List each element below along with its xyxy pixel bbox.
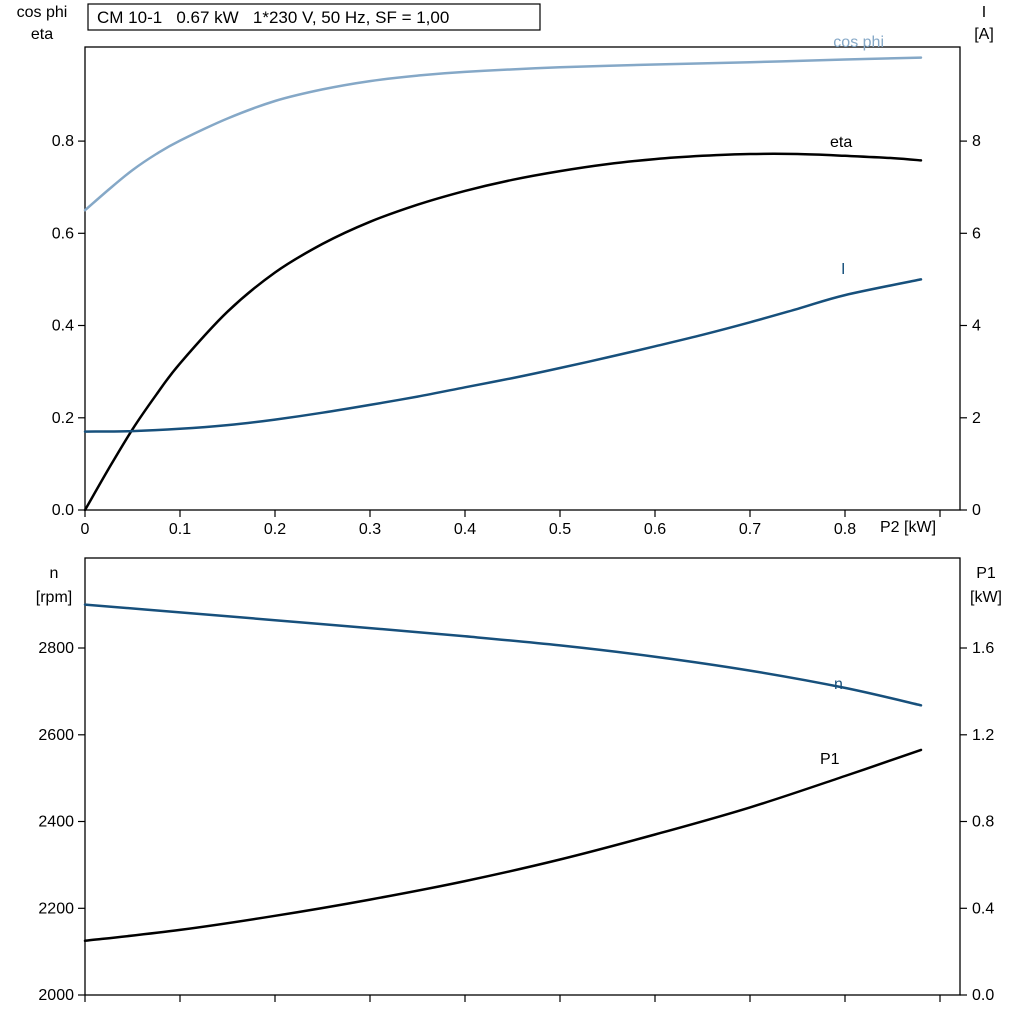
x-tick-label: 0.6: [644, 521, 666, 538]
right-tick-label: 4: [972, 318, 981, 335]
left-tick-label: 2600: [38, 727, 74, 744]
curve-label-n: n: [834, 676, 843, 693]
right-tick-label: 1.2: [972, 727, 994, 744]
right-tick-label: 0.8: [972, 814, 994, 831]
curve-cos-phi: [83, 56, 923, 212]
right-tick-label: 1.6: [972, 640, 994, 657]
x-tick-label: 0.1: [169, 521, 191, 538]
bottom-right-axis-label-line1: P1: [976, 565, 996, 582]
chart-title: CM 10-1 0.67 kW 1*230 V, 50 Hz, SF = 1,0…: [97, 8, 449, 27]
left-tick-label: 0.8: [52, 133, 74, 150]
curve-label-eta: eta: [830, 134, 852, 151]
plot-border: [84, 46, 961, 511]
bottom-right-axis-label-line2: [kW]: [970, 589, 1002, 606]
x-tick-label: 0: [81, 521, 90, 538]
top-right-axis-label-line2: [A]: [974, 26, 994, 43]
left-tick-label: 2200: [38, 900, 74, 917]
x-tick-label: 0.7: [739, 521, 761, 538]
bottom-left-axis-label-line1: n: [50, 565, 59, 582]
x-axis-label: P2 [kW]: [880, 519, 936, 536]
curve-p1: [83, 748, 923, 943]
curve-label-cos-phi: cos phi: [833, 34, 884, 51]
left-tick-label: 2400: [38, 814, 74, 831]
bottom-left-axis-label-line2: [rpm]: [36, 589, 72, 606]
bottom-chart-plot-area: 2000 2200 2400 2600 2800 0.0 0.4 0.8 1.2 1.6 n P1: [38, 557, 994, 1004]
left-tick-label: 2800: [38, 640, 74, 657]
x-tick-label: 0.2: [264, 521, 286, 538]
curve-eta: [83, 152, 923, 512]
left-tick-label: 0.6: [52, 225, 74, 242]
right-tick-label: 0: [972, 502, 981, 519]
plot-border: [84, 557, 961, 996]
curve-label-i: I: [841, 261, 845, 278]
top-chart-plot-area: 0 0.1 0.2 0.3 0.4 0.5 0.6 0.7 0.8 0.0 0.2 0.4 0.6 0.8…: [52, 34, 981, 538]
left-tick-label: 0.2: [52, 410, 74, 427]
x-tick-label: 0.5: [549, 521, 571, 538]
top-right-axis-label-line1: I: [982, 4, 986, 21]
right-tick-label: 0.4: [972, 900, 994, 917]
top-left-axis-label-line1: cos phi: [17, 4, 68, 21]
right-tick-label: 8: [972, 133, 981, 150]
x-tick-label: 0.8: [834, 521, 856, 538]
curve-i: [83, 278, 923, 433]
right-tick-label: 2: [972, 410, 981, 427]
x-tick-label: 0.4: [454, 521, 476, 538]
left-tick-label: 0.4: [52, 318, 74, 335]
right-tick-label: 0.0: [972, 987, 994, 1004]
curve-label-p1: P1: [820, 751, 840, 768]
top-chart: 0 0.1 0.2 0.3 0.4 0.5 0.6 0.7 0.8 0.0 0.2 0.4 0.6 0.8…: [17, 3, 994, 538]
top-left-axis-label-line2: eta: [31, 26, 53, 43]
curve-n: [83, 603, 923, 707]
bottom-chart: 2000 2200 2400 2600 2800 0.0 0.4 0.8 1.2 1.6 n P1 n…: [36, 557, 1002, 1004]
right-tick-label: 6: [972, 225, 981, 242]
chart-title-box: [87, 3, 541, 31]
x-tick-label: 0.3: [359, 521, 381, 538]
left-tick-label: 2000: [38, 987, 74, 1004]
left-tick-label: 0.0: [52, 502, 74, 519]
